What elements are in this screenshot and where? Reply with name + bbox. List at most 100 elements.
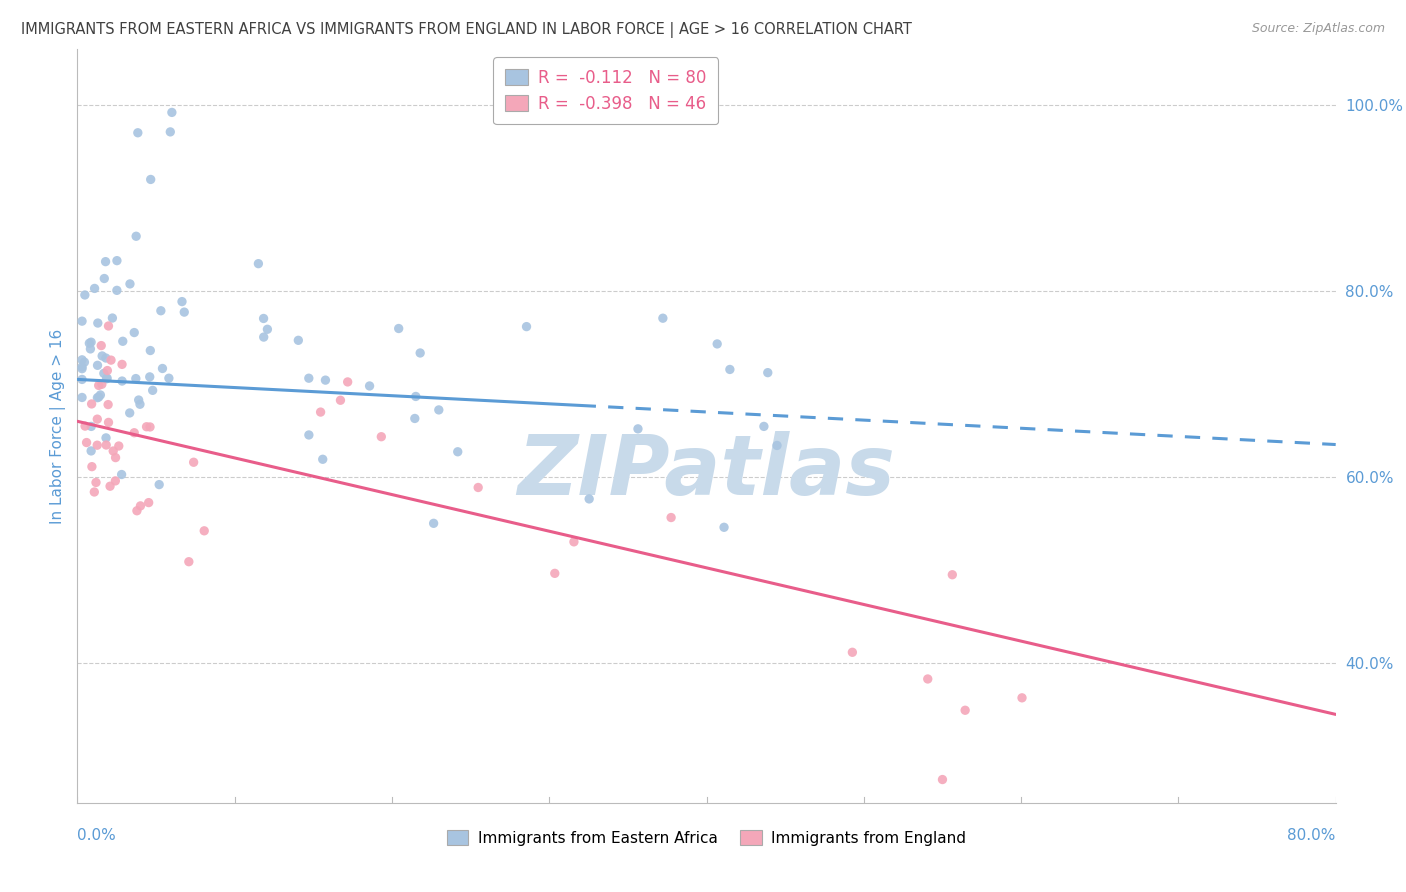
Point <box>718 362 741 376</box>
Point <box>256 322 278 336</box>
Point <box>80 335 103 350</box>
Point <box>110 467 132 482</box>
Text: IMMIGRANTS FROM EASTERN AFRICA VS IMMIGRANTS FROM ENGLAND IN LABOR FORCE | AGE >: IMMIGRANTS FROM EASTERN AFRICA VS IMMIGR… <box>21 22 912 38</box>
Point <box>86 412 108 426</box>
Point <box>142 384 165 398</box>
Point <box>93 271 115 285</box>
Point <box>562 534 585 549</box>
Point <box>160 105 183 120</box>
Point <box>101 311 124 326</box>
Point <box>329 393 352 408</box>
Point <box>104 474 127 488</box>
Point <box>159 125 181 139</box>
Point <box>122 326 145 340</box>
Point <box>83 281 105 295</box>
Point <box>129 397 152 411</box>
Point <box>103 444 125 458</box>
Point <box>75 419 97 434</box>
Point <box>111 357 134 371</box>
Point <box>118 277 141 291</box>
Point <box>96 438 118 452</box>
Point <box>125 371 148 385</box>
Point <box>122 425 145 440</box>
Point <box>139 369 162 384</box>
Text: 80.0%: 80.0% <box>1288 828 1336 843</box>
Text: Source: ZipAtlas.com: Source: ZipAtlas.com <box>1251 22 1385 36</box>
Point <box>84 475 107 490</box>
Point <box>404 411 426 425</box>
Point <box>917 672 939 686</box>
Point <box>388 321 411 335</box>
Point <box>91 349 114 363</box>
Point <box>252 311 274 326</box>
Point <box>152 361 174 376</box>
Point <box>80 444 103 458</box>
Point <box>627 422 650 436</box>
Point <box>73 288 96 302</box>
Point <box>447 444 470 458</box>
Point <box>96 363 118 377</box>
Point <box>309 405 332 419</box>
Point <box>94 351 117 365</box>
Point <box>79 342 101 356</box>
Point <box>756 366 779 380</box>
Point <box>931 772 953 787</box>
Point <box>70 361 93 376</box>
Point <box>713 520 735 534</box>
Point <box>86 359 108 373</box>
Point <box>128 392 150 407</box>
Point <box>359 379 381 393</box>
Point <box>73 355 96 369</box>
Point <box>148 477 170 491</box>
Point <box>80 397 103 411</box>
Point <box>953 703 976 717</box>
Point <box>135 419 157 434</box>
Point <box>90 377 112 392</box>
Point <box>70 391 93 405</box>
Point <box>336 375 359 389</box>
Point <box>79 336 101 351</box>
Point <box>70 359 93 374</box>
Point <box>706 337 728 351</box>
Point <box>515 319 537 334</box>
Point <box>170 294 193 309</box>
Point <box>125 229 148 244</box>
Point <box>149 303 172 318</box>
Point <box>86 391 108 405</box>
Point <box>86 438 108 452</box>
Point <box>98 479 121 493</box>
Point <box>94 254 117 268</box>
Point <box>544 566 567 581</box>
Point <box>138 495 160 509</box>
Point <box>467 481 489 495</box>
Point <box>651 311 673 326</box>
Point <box>97 416 120 430</box>
Point <box>111 374 134 388</box>
Text: ZIPatlas: ZIPatlas <box>517 431 896 512</box>
Point <box>183 455 205 469</box>
Point <box>104 450 127 465</box>
Point <box>766 438 789 452</box>
Point <box>80 419 103 434</box>
Point <box>90 338 112 352</box>
Point <box>100 353 122 368</box>
Point <box>70 314 93 328</box>
Point <box>298 371 321 385</box>
Point <box>752 419 775 434</box>
Point <box>83 485 105 500</box>
Point <box>253 330 276 344</box>
Point <box>97 398 120 412</box>
Point <box>941 567 963 582</box>
Point <box>177 555 200 569</box>
Point <box>96 372 118 386</box>
Text: 0.0%: 0.0% <box>77 828 117 843</box>
Point <box>125 504 148 518</box>
Point <box>89 388 111 402</box>
Point <box>111 334 134 349</box>
Point <box>312 452 335 467</box>
Point <box>1011 690 1033 705</box>
Point <box>107 439 129 453</box>
Point <box>193 524 215 538</box>
Point <box>97 318 120 333</box>
Point <box>247 257 270 271</box>
